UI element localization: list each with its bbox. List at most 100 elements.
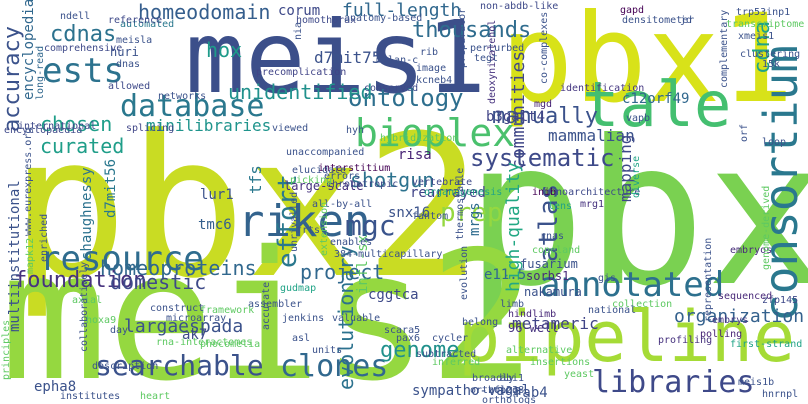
- cloud-word: precomplication: [256, 67, 347, 78]
- cloud-word: first-strand: [730, 339, 803, 350]
- cloud-word: scara5: [384, 325, 421, 336]
- cloud-word: chosen: [40, 112, 113, 136]
- cloud-word: curated: [40, 134, 125, 158]
- cloud-word: nia: [293, 21, 304, 40]
- cloud-word: lens: [548, 201, 573, 212]
- cloud-word: subtracted: [416, 349, 477, 360]
- cloud-word: tegt: [474, 53, 499, 64]
- cloud-word: conserved: [364, 83, 419, 94]
- cloud-word: vapb: [626, 113, 651, 124]
- cloud-word: picking: [290, 175, 333, 186]
- cloud-word: loop: [762, 137, 787, 148]
- cloud-word: ak7: [182, 327, 208, 343]
- cloud-word: prep: [440, 198, 503, 228]
- cloud-word: unrivalled: [289, 191, 300, 252]
- cloud-word: resource: [40, 239, 204, 279]
- cloud-word: tmc6: [198, 217, 232, 233]
- cloud-word: asl: [292, 333, 311, 344]
- cloud-word: transcriptome: [726, 19, 805, 30]
- cloud-word: mrgs: [467, 202, 483, 236]
- cloud-word: orf: [739, 123, 750, 142]
- cloud-word: huri: [110, 45, 139, 59]
- cloud-word: complementary: [719, 9, 730, 88]
- cloud-word: all-by-all: [312, 199, 373, 210]
- cloud-word: viewed: [272, 123, 309, 134]
- cloud-word: collection: [612, 299, 673, 310]
- cloud-word: splicing: [126, 123, 175, 134]
- cloud-word: diverse: [631, 155, 642, 198]
- cloud-word: co-complexes: [539, 11, 550, 84]
- cloud-word: searchable: [95, 349, 264, 382]
- cloud-word: limb: [500, 299, 525, 310]
- cloud-word: multiinstitutional: [7, 180, 23, 332]
- cloud-word: meis1b: [738, 377, 775, 388]
- cloud-word: metameric: [512, 314, 599, 333]
- cloud-word: extension: [319, 201, 330, 256]
- cloud-word: profiling: [658, 335, 713, 346]
- cloud-word: pbx1: [500, 0, 794, 130]
- cloud-word: clustering: [740, 49, 801, 60]
- cloud-word: c12orf49: [622, 91, 690, 107]
- cloud-word: collaboratively: [79, 261, 90, 352]
- cloud-word: units: [312, 345, 343, 356]
- cloud-word: principles: [1, 319, 12, 380]
- cloud-word: dnas: [116, 59, 141, 70]
- cloud-word: pbx: [465, 98, 808, 331]
- cloud-word: densitometer: [622, 15, 695, 26]
- cloud-word: pbx2: [10, 94, 483, 322]
- cloud-word: phocomelia: [200, 339, 261, 350]
- cloud-word: database: [120, 89, 265, 124]
- cloud-word: project: [300, 260, 385, 284]
- cloud-word: accurate: [261, 281, 272, 330]
- cloud-word: rib: [420, 47, 439, 58]
- cloud-word: mrg1: [580, 199, 605, 210]
- cloud-word: hoxa9: [86, 315, 117, 326]
- cloud-word: enriched: [39, 213, 50, 262]
- cloud-word: cdnas: [50, 22, 117, 47]
- cloud-word: hox: [206, 38, 243, 62]
- cloud-word: insertions: [530, 357, 591, 368]
- cloud-word: cycler: [432, 333, 469, 344]
- cloud-word: hnrnpl: [762, 389, 799, 400]
- cloud-word: heart: [140, 391, 171, 402]
- cloud-word: ortholog: [470, 385, 519, 396]
- cloud-word: nakamura: [524, 285, 582, 299]
- cloud-word: errors: [324, 171, 361, 182]
- cloud-word: rna-interactomes: [156, 337, 253, 348]
- cloud-word: belong: [462, 317, 499, 328]
- cloud-word: zfp145: [762, 295, 799, 306]
- cloud-word: comprehensive: [44, 43, 123, 54]
- cloud-word: b3galt4: [486, 109, 546, 125]
- cloud-word: d7mit75: [314, 48, 382, 67]
- cloud-word: valuable: [332, 313, 381, 324]
- cloud-word: rnas: [540, 231, 565, 242]
- cloud-word: manually: [492, 104, 598, 129]
- cloud-word: identification: [560, 83, 645, 94]
- cloud-word: zfp238: [488, 385, 525, 396]
- cloud-word: preparator: [457, 7, 468, 68]
- cloud-word: annotated: [540, 265, 725, 305]
- cloud-word: organogenesis: [424, 187, 503, 198]
- cloud-word: image: [416, 63, 447, 74]
- cloud-word: shotgun: [350, 168, 435, 192]
- cloud-word: organization: [674, 306, 805, 327]
- cloud-word: clones: [280, 349, 389, 384]
- cloud-word: embrys: [712, 315, 749, 326]
- cloud-word: microarray: [166, 313, 227, 324]
- cloud-word: international: [18, 121, 97, 132]
- cloud-word: perturbed: [470, 43, 525, 54]
- cloud-word: representation: [703, 237, 714, 322]
- cloud-word: trp53inp1: [736, 7, 791, 18]
- cloud-word: genome-derived: [761, 185, 772, 270]
- cloud-word: mgc: [345, 209, 396, 242]
- cloud-word: inferred: [432, 357, 481, 368]
- cloud-word: homeodomain: [138, 0, 271, 24]
- cloud-word: networks: [158, 91, 207, 102]
- cloud-word: e11.5: [484, 267, 527, 283]
- cloud-word: mapk12: [25, 237, 36, 274]
- cloud-word: consortium: [754, 45, 808, 322]
- cloud-word: genoarchitecture: [544, 187, 641, 198]
- cloud-word: kcneb4: [416, 75, 453, 86]
- cloud-word: thousands: [412, 18, 532, 43]
- cloud-word: systematic: [470, 144, 615, 172]
